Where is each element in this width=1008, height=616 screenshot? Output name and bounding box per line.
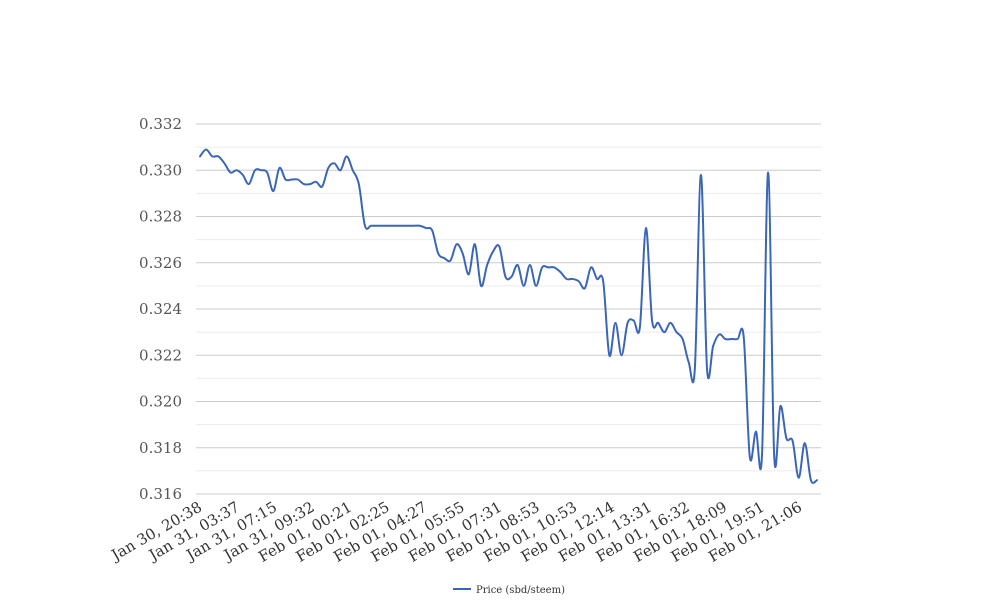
y-tick-label: 0.316 [139,485,182,503]
y-tick-label: 0.320 [139,393,182,411]
y-tick-label: 0.326 [139,254,182,272]
legend-label-price: Price (sbd/steem) [476,585,565,596]
y-tick-label: 0.322 [139,346,182,364]
series-line-price [199,148,818,484]
gridlines [196,123,821,495]
y-tick-label: 0.318 [139,439,182,457]
y-tick-label: 0.324 [139,300,182,318]
y-tick-label: 0.328 [139,208,182,226]
legend: Price (sbd/steem) [453,585,565,596]
y-tick-label: 0.330 [139,161,182,179]
y-tick-label: 0.332 [139,115,182,133]
y-axis-ticks: 0.316 0.318 0.320 0.322 0.324 0.326 0.328 0.330… [139,115,182,503]
